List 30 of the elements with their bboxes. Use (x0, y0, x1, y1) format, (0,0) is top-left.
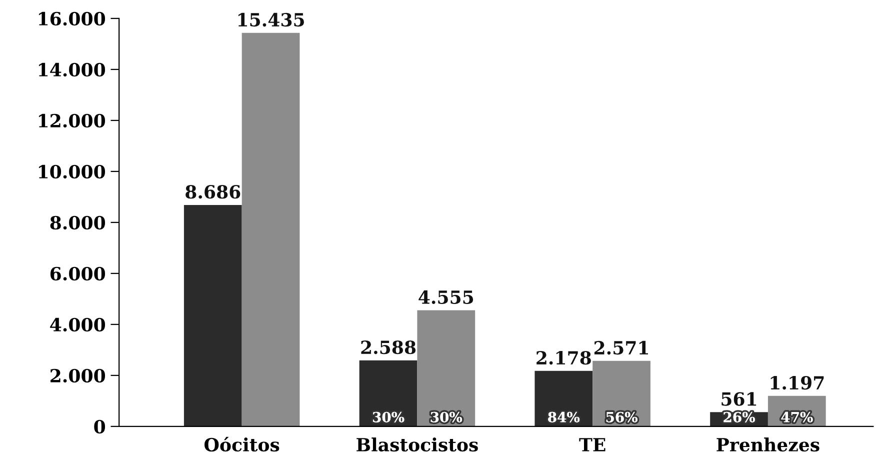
annotation: 30% (430, 412, 462, 422)
y-tick-label: 10.000 (38, 164, 106, 179)
data-label: 2.571 (594, 340, 648, 355)
annotation: 30% (372, 412, 404, 422)
annotation: 56% (606, 412, 638, 422)
annotation: 84% (548, 412, 580, 422)
data-label: 8.686 (186, 185, 240, 199)
data-label: 2.588 (361, 340, 416, 354)
x-tick-label: Prenhezes (716, 438, 820, 452)
y-tick-label: 6.000 (50, 266, 106, 281)
x-tick-label: Oócitos (204, 436, 280, 452)
data-label: 1.197 (770, 376, 824, 390)
y-tick-label: 8.000 (50, 216, 106, 230)
y-tick-label: 14.000 (38, 62, 106, 77)
annotation: 47% (781, 412, 813, 422)
annotation: 26% (724, 412, 755, 422)
data-label: 2.178 (536, 350, 591, 365)
bar (242, 32, 300, 426)
y-tick-label: 4.000 (50, 318, 106, 332)
bar (184, 204, 242, 426)
x-tick-label: Blastocistos (356, 438, 478, 452)
y-tick-label: 2.000 (50, 368, 106, 383)
y-tick-label: 16.000 (38, 12, 106, 26)
bar (417, 310, 476, 426)
data-label: 561 (722, 392, 756, 406)
x-tick-label: TE (579, 438, 606, 452)
data-label: 4.555 (418, 290, 474, 304)
y-tick-label: 12.000 (38, 114, 106, 128)
y-tick-label: 0 (94, 420, 106, 434)
data-label: 15.435 (238, 12, 304, 27)
